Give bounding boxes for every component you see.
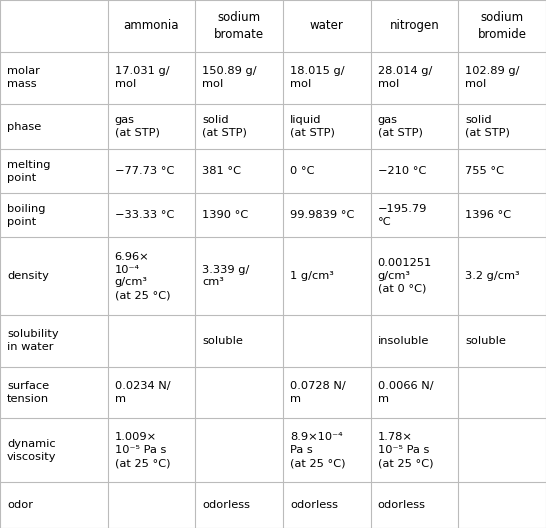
Text: solubility
in water: solubility in water xyxy=(7,329,58,352)
Text: 0.0234 N/
m: 0.0234 N/ m xyxy=(115,381,170,404)
Text: −77.73 °C: −77.73 °C xyxy=(115,166,174,176)
Text: odorless: odorless xyxy=(378,500,426,510)
Text: 1.009×
10⁻⁵ Pa s
(at 25 °C): 1.009× 10⁻⁵ Pa s (at 25 °C) xyxy=(115,432,170,468)
Text: 6.96×
10⁻⁴
g/cm³
(at 25 °C): 6.96× 10⁻⁴ g/cm³ (at 25 °C) xyxy=(115,252,170,300)
Text: −195.79
°C: −195.79 °C xyxy=(378,204,427,227)
Text: −33.33 °C: −33.33 °C xyxy=(115,210,174,220)
Text: −210 °C: −210 °C xyxy=(378,166,426,176)
Text: 0.0728 N/
m: 0.0728 N/ m xyxy=(290,381,346,404)
Text: 99.9839 °C: 99.9839 °C xyxy=(290,210,354,220)
Text: dynamic
viscosity: dynamic viscosity xyxy=(7,439,56,461)
Text: density: density xyxy=(7,271,49,281)
Text: 0.0066 N/
m: 0.0066 N/ m xyxy=(378,381,434,404)
Text: 150.89 g/
mol: 150.89 g/ mol xyxy=(202,67,257,89)
Text: boiling
point: boiling point xyxy=(7,204,45,227)
Text: sodium
bromide: sodium bromide xyxy=(478,11,527,41)
Text: 3.2 g/cm³: 3.2 g/cm³ xyxy=(465,271,520,281)
Text: sodium
bromate: sodium bromate xyxy=(214,11,264,41)
Text: 0.001251
g/cm³
(at 0 °C): 0.001251 g/cm³ (at 0 °C) xyxy=(378,258,432,294)
Text: surface
tension: surface tension xyxy=(7,381,49,404)
Text: soluble: soluble xyxy=(465,336,506,346)
Text: 1390 °C: 1390 °C xyxy=(202,210,248,220)
Text: melting
point: melting point xyxy=(7,160,50,183)
Text: insoluble: insoluble xyxy=(378,336,429,346)
Text: 0 °C: 0 °C xyxy=(290,166,314,176)
Text: 381 °C: 381 °C xyxy=(202,166,241,176)
Text: 1.78×
10⁻⁵ Pa s
(at 25 °C): 1.78× 10⁻⁵ Pa s (at 25 °C) xyxy=(378,432,433,468)
Text: molar
mass: molar mass xyxy=(7,67,40,89)
Text: water: water xyxy=(310,20,344,32)
Text: 18.015 g/
mol: 18.015 g/ mol xyxy=(290,67,345,89)
Text: 102.89 g/
mol: 102.89 g/ mol xyxy=(465,67,520,89)
Text: ammonia: ammonia xyxy=(124,20,179,32)
Text: 755 °C: 755 °C xyxy=(465,166,505,176)
Text: phase: phase xyxy=(7,121,41,131)
Text: gas
(at STP): gas (at STP) xyxy=(378,115,423,138)
Text: 1396 °C: 1396 °C xyxy=(465,210,512,220)
Text: odorless: odorless xyxy=(202,500,250,510)
Text: liquid
(at STP): liquid (at STP) xyxy=(290,115,335,138)
Text: odor: odor xyxy=(7,500,33,510)
Text: 28.014 g/
mol: 28.014 g/ mol xyxy=(378,67,432,89)
Text: 1 g/cm³: 1 g/cm³ xyxy=(290,271,334,281)
Text: 8.9×10⁻⁴
Pa s
(at 25 °C): 8.9×10⁻⁴ Pa s (at 25 °C) xyxy=(290,432,346,468)
Text: gas
(at STP): gas (at STP) xyxy=(115,115,159,138)
Text: soluble: soluble xyxy=(202,336,243,346)
Text: odorless: odorless xyxy=(290,500,338,510)
Text: 17.031 g/
mol: 17.031 g/ mol xyxy=(115,67,169,89)
Text: solid
(at STP): solid (at STP) xyxy=(202,115,247,138)
Text: 3.339 g/
cm³: 3.339 g/ cm³ xyxy=(202,265,250,287)
Text: solid
(at STP): solid (at STP) xyxy=(465,115,510,138)
Text: nitrogen: nitrogen xyxy=(390,20,440,32)
